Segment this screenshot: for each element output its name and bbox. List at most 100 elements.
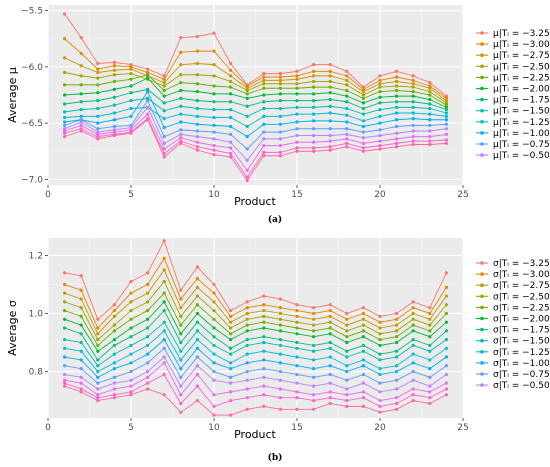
legend-key-point (480, 31, 484, 35)
series-line (64, 88, 447, 111)
data-point (328, 390, 332, 394)
data-point (245, 84, 249, 88)
data-point (395, 84, 399, 88)
data-point (345, 398, 349, 403)
data-point (278, 72, 282, 76)
legend-label: σ|Tᵢ = −3.00 (493, 270, 550, 280)
data-point (146, 352, 150, 356)
data-point (179, 120, 183, 124)
data-point (112, 128, 116, 132)
panel-a-x-axis-label: Product (234, 195, 276, 208)
data-point (428, 390, 432, 394)
x-tick-label: 25 (457, 190, 468, 200)
legend-key-point (480, 294, 484, 299)
data-point (96, 76, 100, 80)
data-point (229, 314, 233, 318)
data-point (195, 294, 199, 298)
series-line (64, 362, 447, 402)
data-point (179, 297, 183, 301)
data-point (96, 67, 100, 71)
data-point (361, 364, 365, 368)
data-point (428, 317, 432, 321)
data-point (444, 303, 448, 307)
data-point (345, 378, 349, 382)
data-point (96, 137, 100, 141)
data-point (162, 268, 166, 272)
data-point (278, 130, 282, 134)
data-point (278, 306, 282, 310)
data-point (245, 306, 249, 310)
data-point (146, 271, 150, 275)
data-point (63, 372, 67, 377)
data-point (295, 372, 299, 377)
data-point (195, 148, 199, 152)
data-point (411, 142, 415, 147)
legend-label: σ|Tᵢ = −1.50 (493, 337, 550, 347)
legend-label: σ|Tᵢ = −2.75 (493, 281, 550, 291)
data-point (361, 90, 365, 94)
data-point (146, 387, 150, 391)
data-point (312, 112, 316, 116)
data-point (312, 323, 316, 327)
data-point (195, 140, 199, 144)
data-point (328, 85, 332, 89)
data-point (278, 86, 282, 90)
data-point (278, 361, 282, 365)
data-point (345, 355, 349, 359)
data-point (312, 133, 316, 138)
data-point (212, 326, 216, 330)
data-point (179, 410, 183, 414)
data-point (162, 117, 166, 121)
data-point (328, 320, 332, 324)
data-point (146, 375, 150, 379)
data-point (361, 358, 365, 362)
data-point (428, 118, 432, 122)
data-point (328, 303, 332, 307)
data-point (295, 127, 299, 131)
data-point (345, 369, 349, 374)
data-point (96, 83, 100, 87)
x-tick-label: 10 (208, 190, 220, 200)
data-point (278, 106, 282, 111)
data-point (395, 323, 399, 327)
legend-label: μ|Tᵢ = −0.50 (493, 151, 550, 161)
data-point (411, 94, 415, 98)
data-point (444, 132, 448, 136)
data-point (63, 326, 67, 330)
data-point (428, 401, 432, 406)
data-point (262, 114, 266, 118)
data-point (245, 323, 249, 327)
data-point (395, 317, 399, 321)
series-line (64, 74, 447, 106)
data-point (262, 78, 266, 82)
data-point (112, 323, 116, 327)
data-point (312, 384, 316, 388)
data-point (245, 407, 249, 411)
data-point (262, 375, 266, 379)
data-point (378, 320, 382, 324)
data-point (361, 306, 365, 310)
data-point (328, 91, 332, 95)
data-point (229, 79, 233, 84)
data-point (179, 73, 183, 77)
data-point (361, 93, 365, 97)
series-line (64, 106, 447, 128)
data-point (229, 326, 233, 330)
data-point (212, 413, 216, 417)
legend-key-point (480, 350, 484, 354)
data-point (411, 111, 415, 115)
data-point (328, 74, 332, 78)
data-point (395, 335, 399, 339)
data-point (428, 139, 432, 143)
data-point (96, 121, 100, 125)
data-point (96, 396, 100, 400)
data-point (179, 96, 183, 100)
data-point (162, 372, 166, 377)
data-point (428, 84, 432, 88)
legend-key-point (480, 305, 484, 310)
y-tick-label: −6.0 (21, 63, 43, 73)
data-point (411, 378, 415, 382)
data-point (444, 372, 448, 377)
data-point (312, 349, 316, 353)
data-point (129, 361, 133, 365)
